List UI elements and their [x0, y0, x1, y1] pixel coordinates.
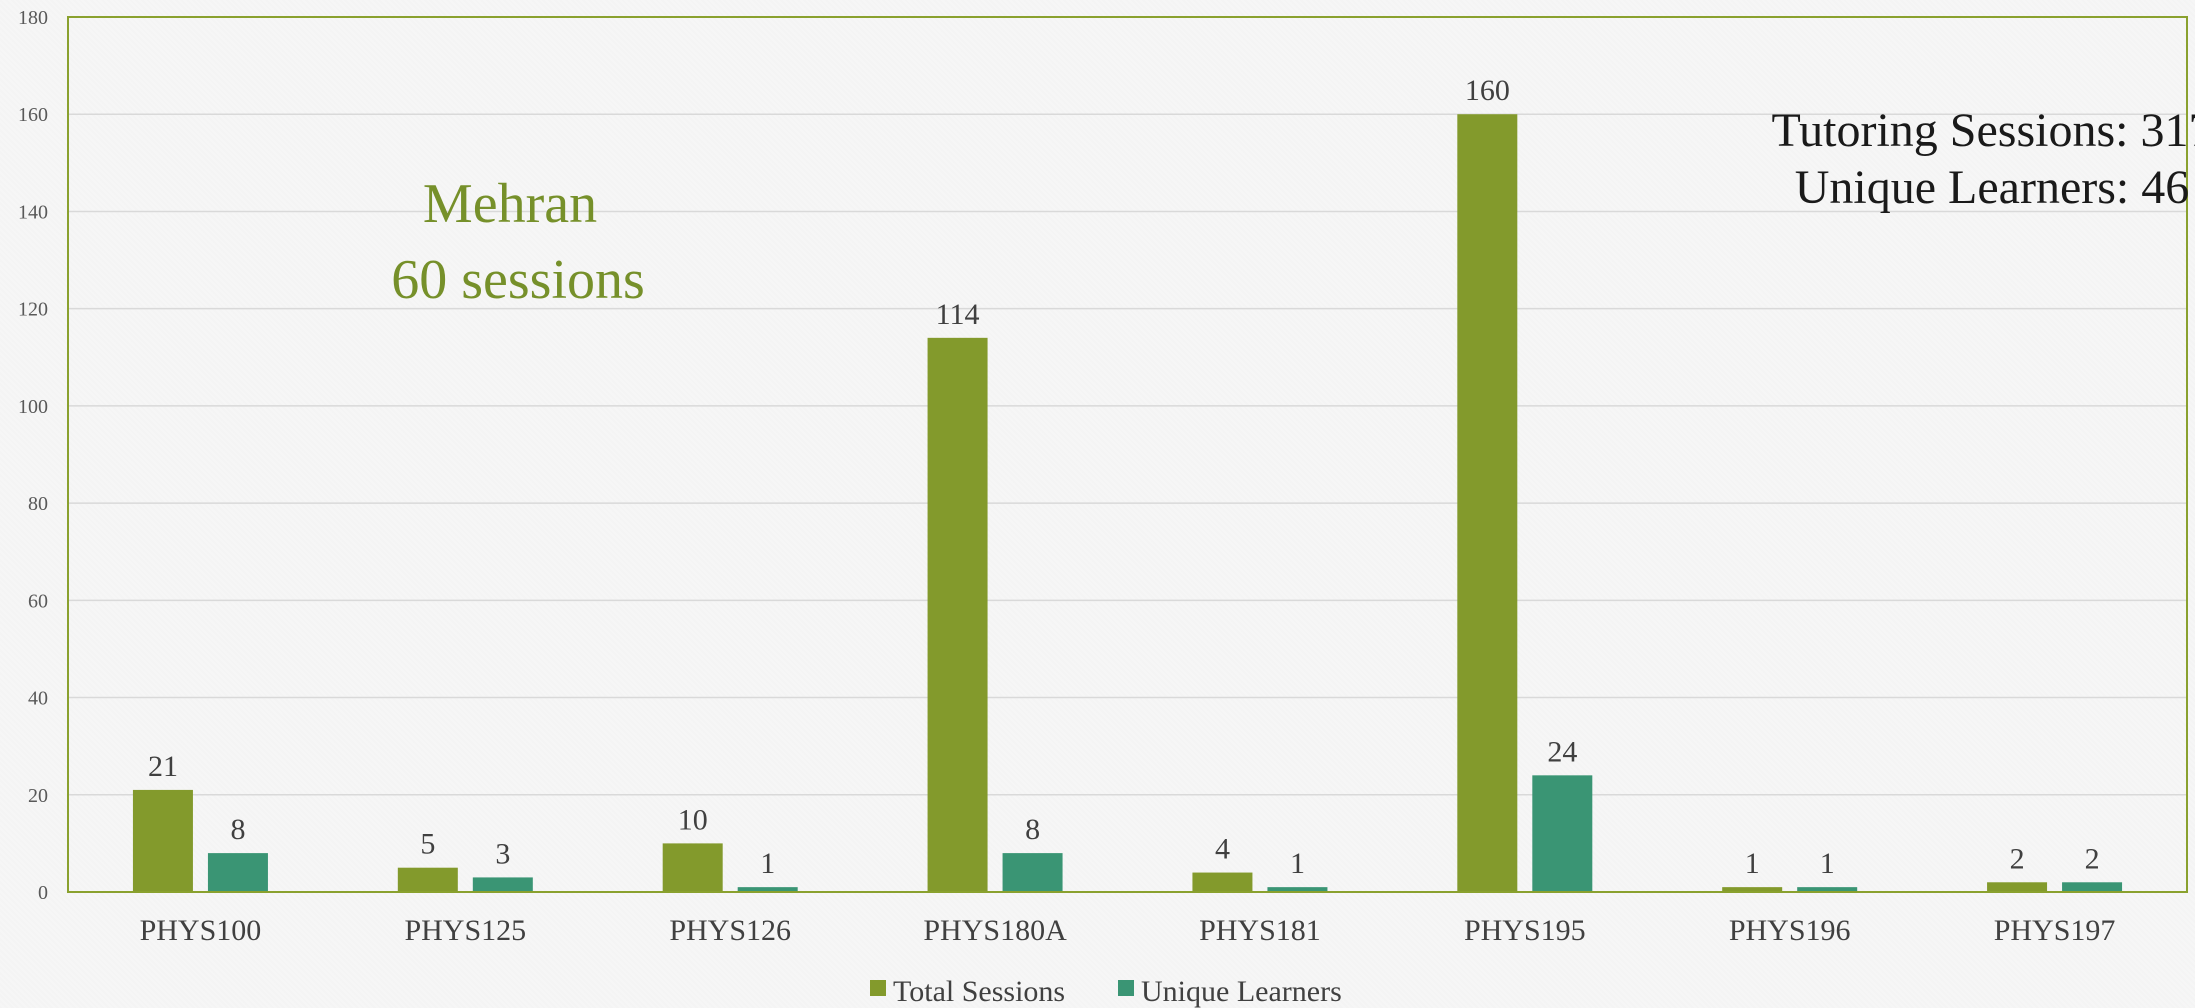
y-tick-label: 140 — [18, 201, 48, 223]
legend-swatch-unique-learners — [1118, 980, 1134, 996]
data-label: 160 — [1465, 74, 1510, 107]
bar-phys197-unique-learners — [2062, 882, 2123, 892]
data-label: 24 — [1547, 735, 1577, 768]
category-label-phys180a: PHYS180A — [923, 914, 1067, 947]
y-tick-label: 40 — [28, 688, 48, 710]
bar-phys126-total-sessions — [662, 843, 723, 892]
data-labels: 21 8 5 3 10 1 114 8 4 1 160 24 1 1 2 2 — [148, 74, 2100, 880]
legend-label-total-sessions: Total Sessions — [893, 975, 1065, 1008]
category-label-phys196: PHYS196 — [1729, 914, 1851, 947]
data-label: 2 — [2010, 842, 2025, 875]
annotation-total-sessions: Tutoring Sessions: 317 — [1772, 104, 2195, 157]
y-tick-label: 180 — [18, 7, 48, 29]
bar-phys180a-total-sessions — [927, 337, 988, 892]
bar-phys126-unique-learners — [737, 887, 798, 892]
data-label: 21 — [148, 750, 178, 783]
y-tick-label: 160 — [18, 104, 48, 126]
bar-phys100-unique-learners — [207, 853, 268, 892]
bars — [132, 114, 2123, 892]
y-tick-label: 20 — [28, 785, 48, 807]
data-label: 2 — [2085, 842, 2100, 875]
bar-phys125-total-sessions — [397, 867, 458, 892]
data-label: 3 — [495, 837, 510, 870]
plot-frame — [67, 16, 2188, 893]
bar-phys195-total-sessions — [1457, 114, 1518, 892]
data-label: 5 — [420, 828, 435, 861]
annotation-left-line2: 60 sessions — [391, 249, 645, 311]
data-label: 10 — [678, 803, 708, 836]
x-axis-categories: PHYS100 PHYS125 PHYS126 PHYS180A PHYS181 PHYS… — [140, 914, 2116, 947]
data-label: 114 — [936, 298, 980, 331]
y-tick-label: 60 — [28, 590, 48, 612]
data-label: 1 — [760, 847, 775, 880]
bar-phys181-total-sessions — [1192, 872, 1253, 892]
annotation-unique-learners: Unique Learners: 46 — [1795, 161, 2190, 214]
y-tick-label: 0 — [38, 882, 48, 904]
legend-label-unique-learners: Unique Learners — [1141, 975, 1342, 1008]
gridlines — [68, 113, 2187, 796]
category-label-phys126: PHYS126 — [669, 914, 791, 947]
annotation-left-line1: Mehran — [423, 173, 597, 235]
bar-phys100-total-sessions — [132, 789, 193, 892]
bar-phys197-total-sessions — [1987, 882, 2048, 892]
y-tick-label: 80 — [28, 493, 48, 515]
category-label-phys125: PHYS125 — [404, 914, 526, 947]
category-label-phys197: PHYS197 — [1994, 914, 2116, 947]
data-label: 1 — [1820, 847, 1835, 880]
category-label-phys195: PHYS195 — [1464, 914, 1586, 947]
y-tick-label: 120 — [18, 299, 48, 321]
data-label: 1 — [1290, 847, 1305, 880]
bar-phys181-unique-learners — [1267, 887, 1328, 892]
legend: Total Sessions Unique Learners — [870, 975, 1342, 1008]
y-tick-label: 100 — [18, 396, 48, 418]
bar-phys180a-unique-learners — [1002, 853, 1063, 892]
y-axis-ticks: 0 20 40 60 80 100 120 140 160 180 — [18, 7, 48, 904]
data-label: 8 — [1025, 813, 1040, 846]
bar-phys195-unique-learners — [1532, 775, 1593, 892]
bar-phys125-unique-learners — [472, 877, 533, 892]
data-label: 8 — [230, 813, 245, 846]
data-label: 4 — [1215, 833, 1230, 866]
category-label-phys181: PHYS181 — [1199, 914, 1321, 947]
legend-swatch-total-sessions — [870, 980, 886, 996]
bar-phys196-unique-learners — [1797, 887, 1858, 892]
data-label: 1 — [1745, 847, 1760, 880]
category-label-phys100: PHYS100 — [140, 914, 262, 947]
bar-phys196-total-sessions — [1722, 887, 1783, 892]
